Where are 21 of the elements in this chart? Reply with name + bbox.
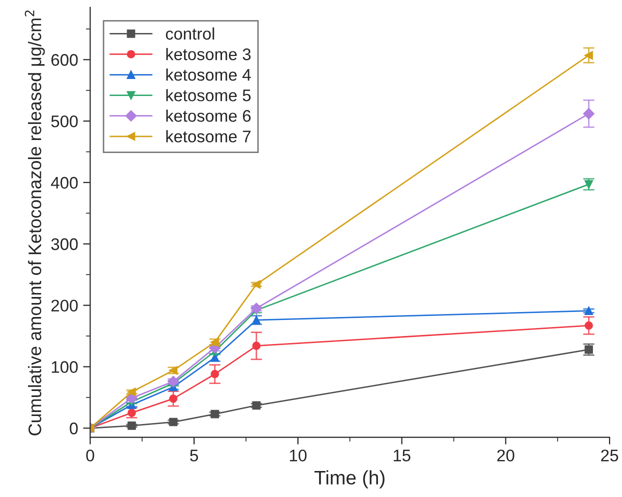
legend-label: ketosome 3 xyxy=(166,48,251,60)
x-tick-label: 25 xyxy=(601,450,618,462)
legend-label: ketosome 5 xyxy=(166,89,251,102)
y-tick-label: 0 xyxy=(70,422,78,434)
x-tick-label: 10 xyxy=(290,450,307,462)
legend-label: control xyxy=(166,27,214,40)
y-tick-label: 200 xyxy=(51,300,78,312)
legend-label: ketosome 7 xyxy=(166,130,251,142)
x-tick-label: 0 xyxy=(86,450,94,462)
y-tick-label: 500 xyxy=(51,115,78,128)
legend-label: ketosome 6 xyxy=(166,110,251,122)
y-tick-label: 100 xyxy=(52,361,78,373)
y-tick-label: 400 xyxy=(50,176,78,189)
legend-label: ketosome 4 xyxy=(166,68,251,81)
x-axis-title: Time (h) xyxy=(314,470,384,488)
x-tick-label: 5 xyxy=(190,450,198,462)
y-tick-label: 300 xyxy=(51,238,78,250)
x-tick-label: 20 xyxy=(497,450,514,462)
y-axis-title: Cumulative amount of Ketoconazole released μg/cm$^{2}$ xyxy=(24,10,45,436)
y-tick-label: 600 xyxy=(51,54,78,66)
x-tick-label: 15 xyxy=(394,450,410,462)
